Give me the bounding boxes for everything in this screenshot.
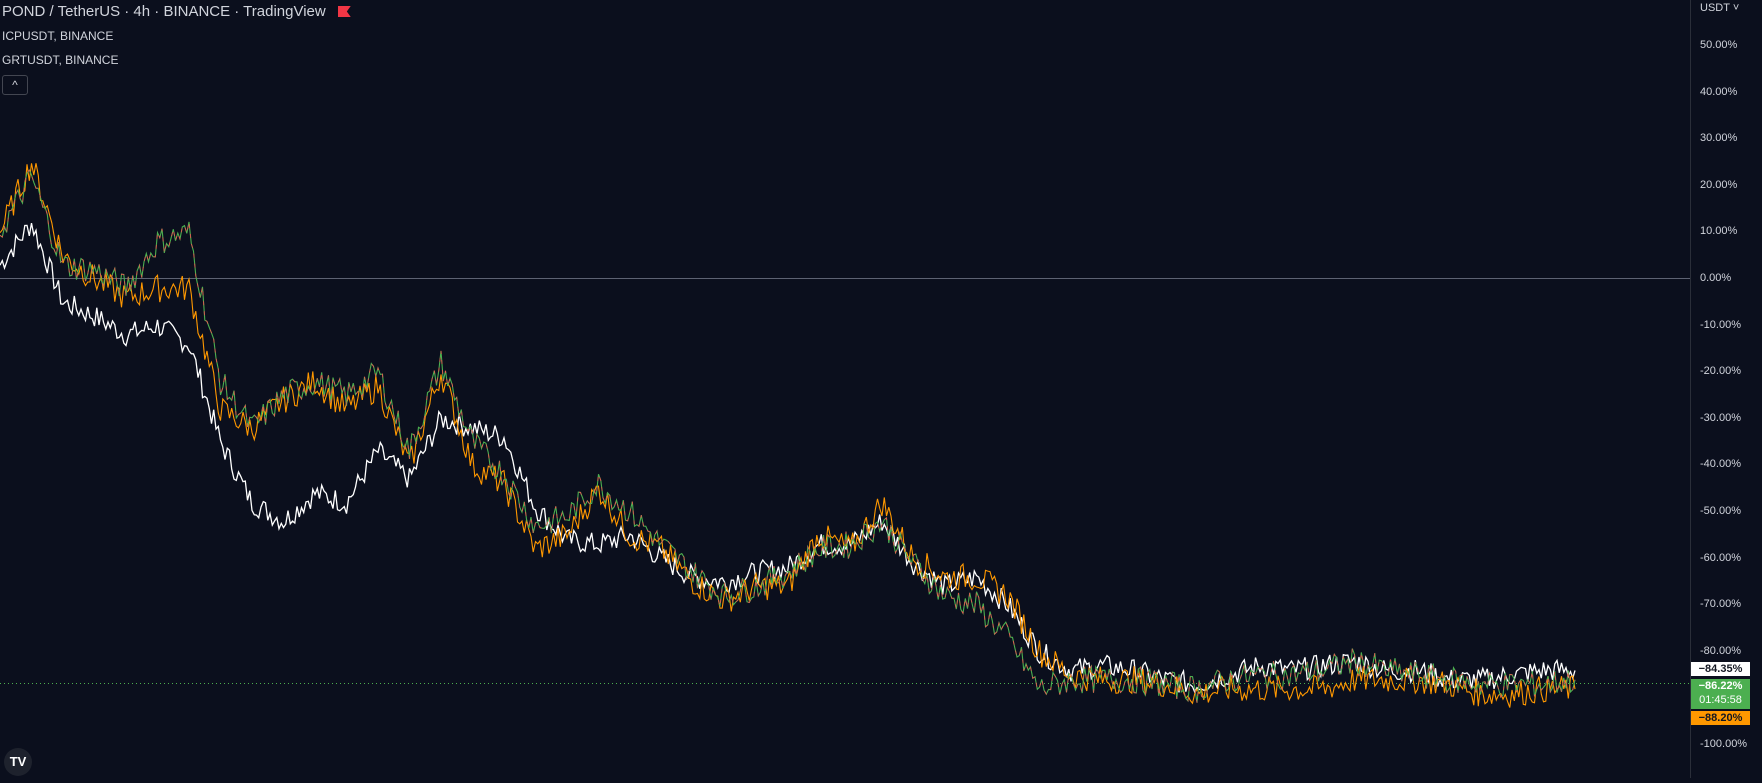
chevron-down-icon: ˅ — [1732, 2, 1740, 14]
price-tick: -60.00% — [1700, 551, 1741, 564]
compare-symbol-grt[interactable]: GRTUSDT, BINANCE — [2, 53, 119, 67]
price-tick: -40.00% — [1700, 458, 1741, 471]
price-tick: -80.00% — [1700, 644, 1741, 657]
series-line-2 — [0, 169, 1576, 703]
chart-plot[interactable] — [0, 0, 1690, 778]
price-tick: 10.00% — [1700, 225, 1738, 238]
chevron-up-icon[interactable]: ^ — [2, 75, 28, 95]
badge-white-series: −84.35% — [1691, 662, 1750, 676]
badge-green-value: −86.22% — [1698, 680, 1743, 692]
price-scale[interactable] — [1690, 0, 1762, 778]
price-tick: -30.00% — [1700, 411, 1741, 424]
price-tick: 40.00% — [1700, 85, 1738, 98]
price-tick: -10.00% — [1700, 318, 1741, 331]
price-tick: 30.00% — [1700, 132, 1738, 145]
badge-orange-series: −88.20% — [1691, 711, 1750, 725]
currency-label: USDT — [1700, 2, 1730, 14]
price-tick: -50.00% — [1700, 505, 1741, 517]
series-line-0 — [0, 222, 1576, 694]
flag-icon[interactable] — [337, 6, 351, 17]
series-line-2-down — [0, 169, 1576, 703]
price-tick: -70.00% — [1700, 598, 1741, 611]
series-line-1 — [0, 163, 1576, 708]
series-group — [0, 163, 1576, 708]
price-tick: 20.00% — [1700, 178, 1738, 191]
badge-green-series: −86.22% 01:45:58 — [1691, 679, 1750, 709]
legend-main[interactable]: POND / TetherUS · 4h · BINANCE · Trading… — [2, 3, 351, 20]
price-tick: -100.00% — [1700, 738, 1748, 750]
currency-selector[interactable]: USDT ˅ — [1700, 2, 1739, 14]
symbol-title[interactable]: POND / TetherUS · 4h · BINANCE · Trading… — [2, 3, 326, 20]
chart-area[interactable] — [0, 0, 1690, 778]
price-tick: 50.00% — [1700, 39, 1738, 51]
price-tick: -20.00% — [1700, 365, 1741, 378]
price-tick: 0.00% — [1700, 272, 1732, 284]
bar-countdown: 01:45:58 — [1699, 694, 1742, 706]
compare-symbol-icp[interactable]: ICPUSDT, BINANCE — [2, 29, 114, 43]
tradingview-logo-icon[interactable]: TV — [4, 748, 32, 776]
